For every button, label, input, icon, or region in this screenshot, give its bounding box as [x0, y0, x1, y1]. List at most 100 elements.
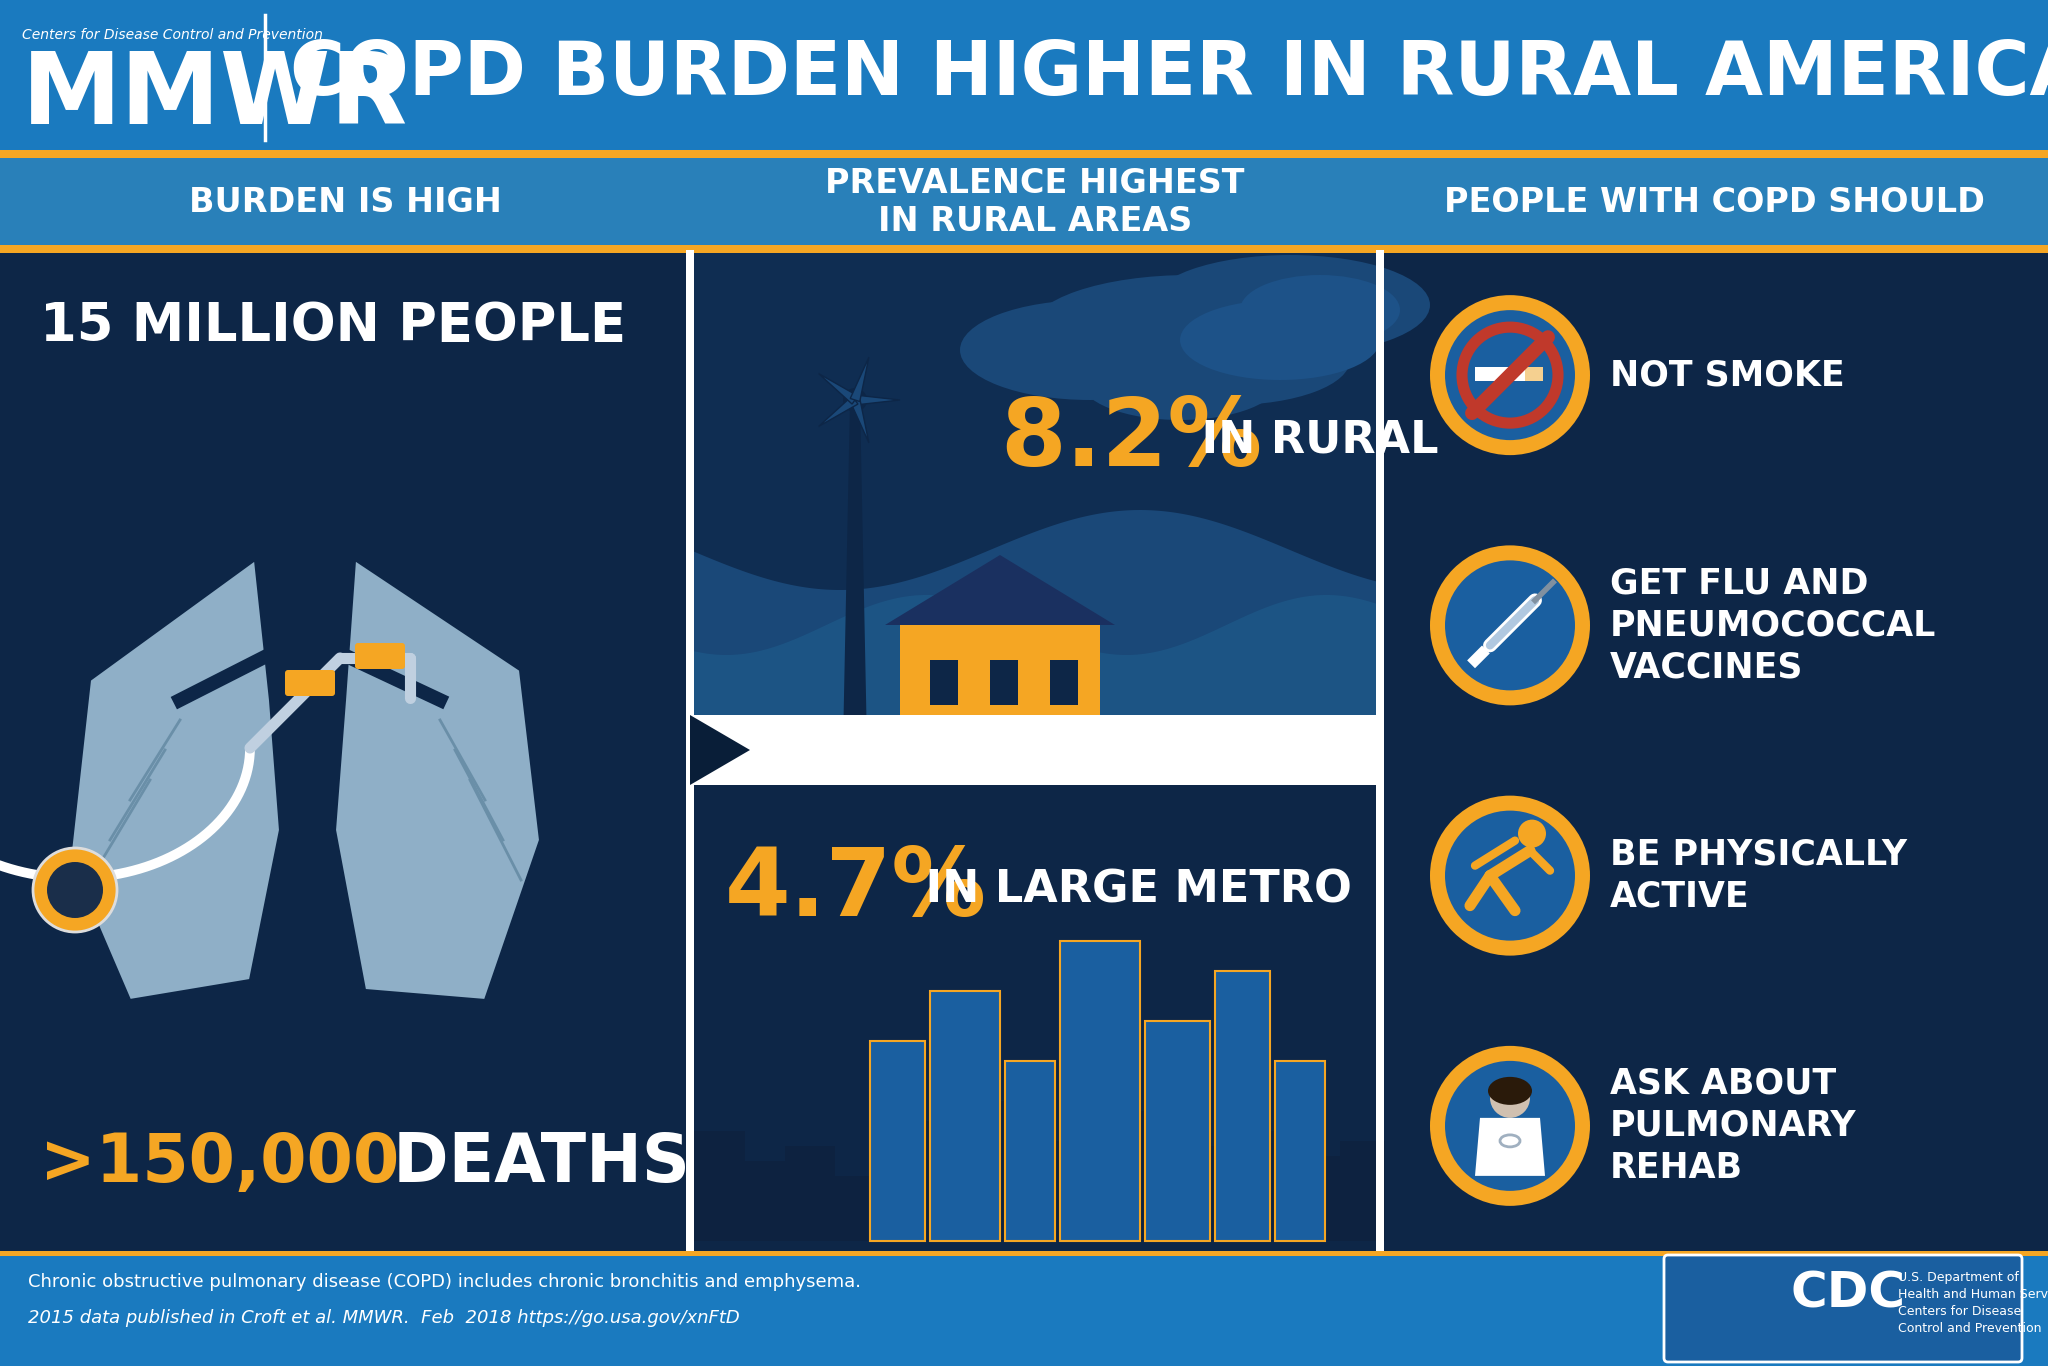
Circle shape	[1430, 1046, 1589, 1206]
Bar	[1200, 1146, 1245, 1240]
Polygon shape	[854, 395, 899, 404]
Bar	[1300, 1156, 1350, 1240]
Bar	[1475, 367, 1526, 381]
FancyBboxPatch shape	[285, 669, 336, 697]
Bar	[784, 1146, 836, 1240]
Bar	[0, 150, 2048, 158]
Bar	[1380, 250, 2048, 1251]
Text: Chronic obstructive pulmonary disease (COPD) includes chronic bronchitis and emp: Chronic obstructive pulmonary disease (C…	[29, 1273, 860, 1291]
Bar	[870, 1041, 926, 1240]
Circle shape	[1430, 295, 1589, 455]
Circle shape	[1518, 820, 1546, 848]
Bar	[899, 626, 1100, 744]
Polygon shape	[70, 560, 281, 1000]
Bar	[1245, 1131, 1300, 1240]
Circle shape	[844, 388, 866, 413]
Bar	[1090, 1167, 1141, 1240]
Polygon shape	[1475, 1117, 1544, 1176]
Polygon shape	[819, 373, 858, 404]
Bar	[1141, 1111, 1204, 1240]
Bar	[1276, 1061, 1325, 1240]
Circle shape	[1430, 545, 1589, 705]
Polygon shape	[690, 714, 750, 785]
Bar	[989, 660, 1018, 705]
Circle shape	[47, 862, 102, 918]
Bar	[1526, 367, 1542, 381]
Text: BURDEN IS HIGH: BURDEN IS HIGH	[188, 186, 502, 219]
Bar	[944, 1152, 989, 1240]
Polygon shape	[819, 396, 858, 426]
Circle shape	[1446, 810, 1575, 941]
Text: DEATHS: DEATHS	[371, 1130, 690, 1197]
Bar	[690, 154, 1380, 250]
Text: U.S. Department of
Health and Human Services
Centers for Disease
Control and Pre: U.S. Department of Health and Human Serv…	[1898, 1270, 2048, 1335]
Text: BE PHYSICALLY
ACTIVE: BE PHYSICALLY ACTIVE	[1610, 837, 1907, 914]
Ellipse shape	[1180, 301, 1380, 380]
Bar	[1061, 941, 1141, 1240]
Bar	[686, 250, 694, 1251]
Bar	[0, 245, 2048, 253]
Bar	[1339, 1141, 1384, 1240]
Polygon shape	[850, 399, 868, 443]
Bar	[930, 990, 999, 1240]
Bar	[690, 714, 1380, 785]
Circle shape	[1446, 1061, 1575, 1191]
Bar	[989, 1101, 1040, 1240]
Polygon shape	[844, 400, 866, 744]
Bar	[1006, 1061, 1055, 1240]
Circle shape	[1446, 560, 1575, 690]
Ellipse shape	[1151, 255, 1430, 355]
Bar	[0, 1251, 2048, 1366]
Text: IN RURAL: IN RURAL	[1186, 418, 1438, 462]
Bar	[690, 1131, 745, 1240]
Polygon shape	[336, 560, 541, 1000]
Bar	[1051, 660, 1077, 705]
Ellipse shape	[1239, 275, 1401, 346]
Bar	[0, 1251, 2048, 1255]
Text: NOT SMOKE: NOT SMOKE	[1610, 358, 1845, 392]
Bar	[885, 1121, 944, 1240]
Text: ASK ABOUT
PULMONARY
REHAB: ASK ABOUT PULMONARY REHAB	[1610, 1067, 1858, 1184]
Text: 8.2%: 8.2%	[1001, 393, 1264, 486]
Bar	[690, 750, 1380, 1251]
Bar	[1214, 971, 1270, 1240]
Bar	[739, 1161, 784, 1240]
Bar	[1040, 1141, 1096, 1240]
Text: COPD BURDEN HIGHER IN RURAL AMERICA: COPD BURDEN HIGHER IN RURAL AMERICA	[291, 38, 2048, 111]
Text: MMWR: MMWR	[23, 48, 408, 145]
Polygon shape	[1321, 714, 1380, 785]
Bar	[1380, 154, 2048, 250]
Bar	[0, 0, 2048, 154]
Text: >150,000: >150,000	[41, 1130, 399, 1197]
Polygon shape	[885, 555, 1114, 626]
Bar	[0, 154, 690, 250]
Ellipse shape	[1110, 316, 1350, 404]
Text: 15 MILLION PEOPLE: 15 MILLION PEOPLE	[41, 301, 627, 352]
Text: CDC: CDC	[1790, 1269, 1905, 1317]
Text: IN LARGE METRO: IN LARGE METRO	[909, 869, 1352, 911]
Ellipse shape	[961, 301, 1221, 400]
Polygon shape	[850, 357, 868, 402]
Circle shape	[1491, 1078, 1530, 1117]
Bar	[829, 1176, 885, 1240]
Bar	[930, 660, 958, 705]
FancyBboxPatch shape	[1663, 1255, 2021, 1362]
Circle shape	[33, 848, 117, 932]
Bar	[1145, 1020, 1210, 1240]
Bar	[1376, 250, 1384, 1251]
Ellipse shape	[1030, 275, 1350, 385]
Circle shape	[1430, 795, 1589, 956]
Ellipse shape	[1079, 340, 1280, 419]
Bar	[0, 250, 690, 1251]
Ellipse shape	[1489, 1076, 1532, 1105]
Text: 2015 data published in Croft et al. MMWR.  Feb  2018 https://go.usa.gov/xnFtD: 2015 data published in Croft et al. MMWR…	[29, 1309, 739, 1326]
Text: PREVALENCE HIGHEST
IN RURAL AREAS: PREVALENCE HIGHEST IN RURAL AREAS	[825, 167, 1245, 238]
Text: Centers for Disease Control and Prevention: Centers for Disease Control and Preventi…	[23, 27, 324, 42]
Text: 4.7%: 4.7%	[725, 844, 987, 936]
Text: GET FLU AND
PNEUMOCOCCAL
VACCINES: GET FLU AND PNEUMOCOCCAL VACCINES	[1610, 567, 1935, 684]
Text: PEOPLE WITH COPD SHOULD: PEOPLE WITH COPD SHOULD	[1444, 186, 1985, 219]
FancyBboxPatch shape	[354, 643, 406, 669]
Bar	[690, 250, 1380, 750]
Circle shape	[1446, 310, 1575, 440]
Bar	[690, 250, 1380, 1251]
